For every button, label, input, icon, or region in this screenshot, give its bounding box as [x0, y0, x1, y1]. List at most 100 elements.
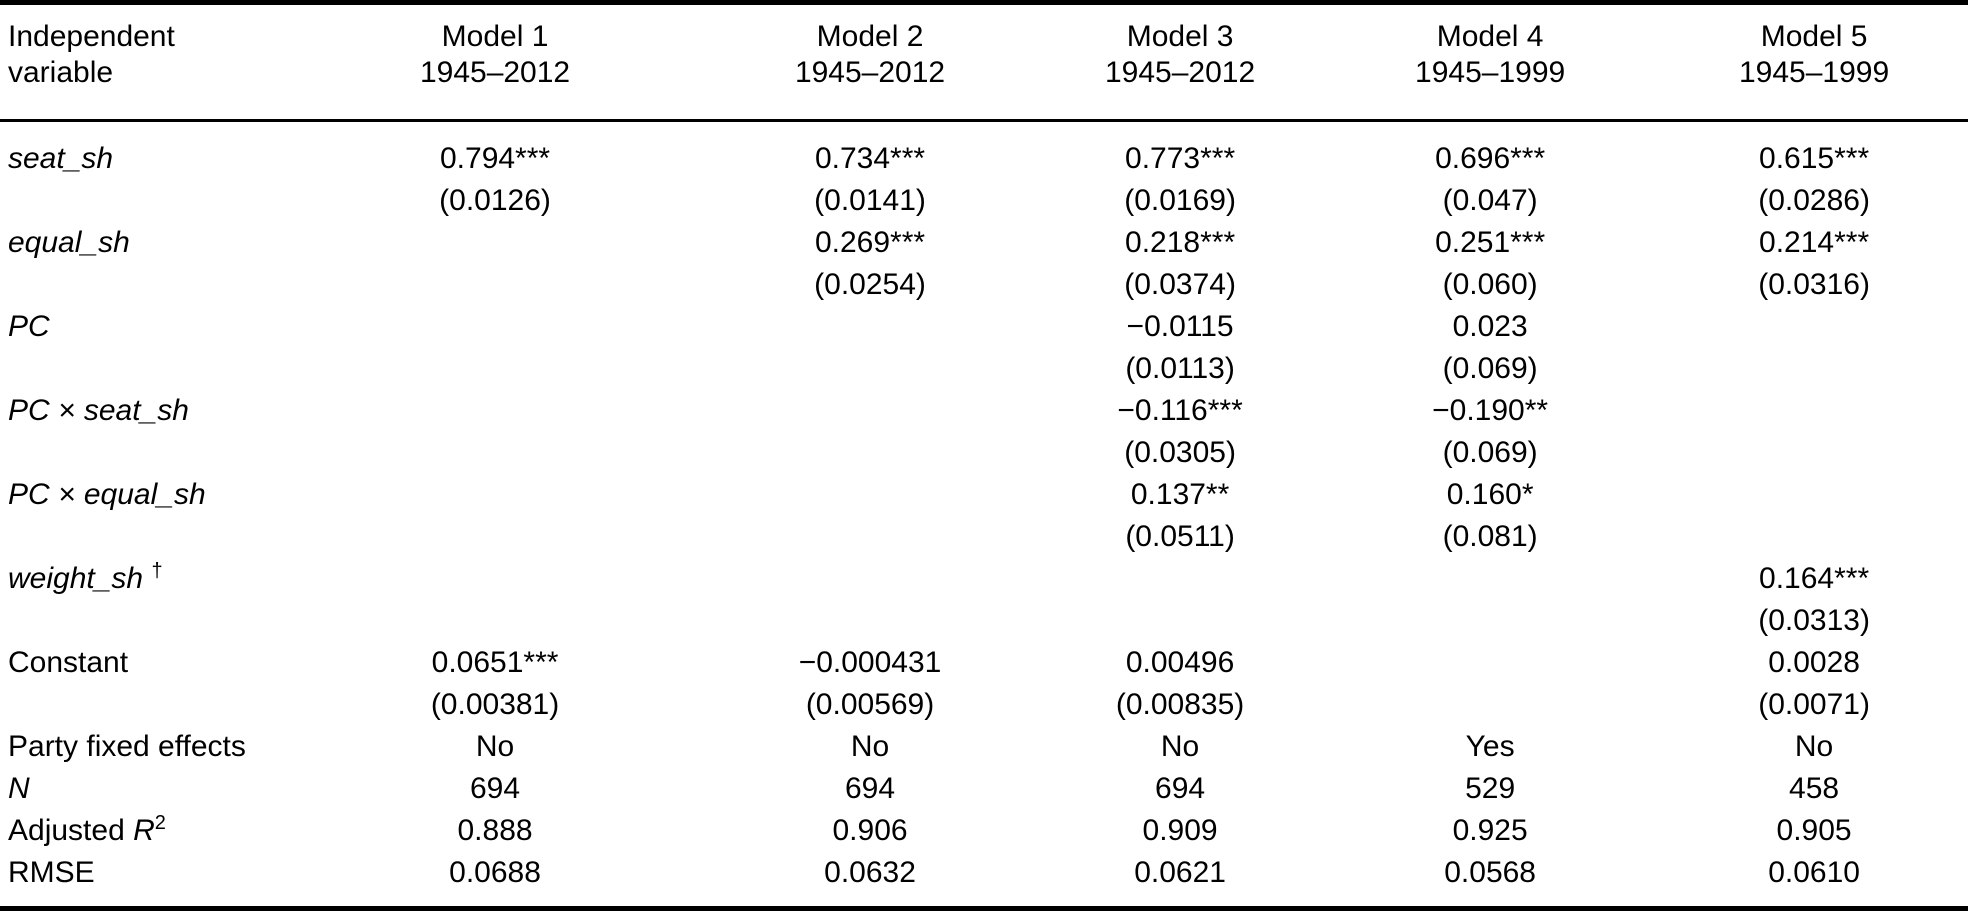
var-constant-coef-label: Constant — [0, 642, 290, 684]
var-weight-sh-se-model-3 — [1040, 600, 1320, 642]
var-equal-sh-coef-model-5: 0.214*** — [1759, 226, 1870, 259]
var-seat-sh-se-model-1: (0.0126) — [439, 184, 551, 217]
var-pc-equal-sh-se-model-1 — [290, 516, 700, 558]
var-pc-equal-sh-se: (0.0511) (0.081) — [0, 516, 1968, 558]
stat-rmse-label: RMSE — [0, 852, 290, 894]
var-pc-coef: PC −0.0115 0.023 — [0, 306, 1968, 348]
var-weight-sh-coef-label: weight_sh † — [0, 558, 290, 600]
model-name: Model 3 — [1126, 20, 1234, 53]
superscript: † — [151, 560, 163, 582]
model-years: 1945–1999 — [1738, 56, 1890, 89]
var-equal-sh-coef-model-4: 0.251*** — [1435, 226, 1546, 259]
var-equal-sh-se-model-3: (0.0374) — [1124, 268, 1236, 301]
var-weight-sh-coef-model-3 — [1040, 558, 1320, 600]
stat-party-fixed-effects-model-1: No — [475, 730, 515, 763]
var-pc-equal-sh-coef-model-4: 0.160* — [1446, 478, 1534, 511]
stat-adjusted-r2-model-1: 0.888 — [457, 814, 533, 847]
var-pc-equal-sh-coef: PC × equal_sh 0.137** 0.160* — [0, 474, 1968, 516]
var-constant-se: (0.00381) (0.00569) (0.00835) (0.0071) — [0, 684, 1968, 726]
var-seat-sh-coef-model-4: 0.696*** — [1435, 142, 1546, 175]
header-label-line2: variable — [8, 56, 114, 89]
stat-rmse-model-2: 0.0632 — [824, 856, 916, 889]
var-equal-sh-coef: equal_sh 0.269*** 0.218*** 0.251*** 0.214*** — [0, 222, 1968, 264]
var-pc-se-model-4: (0.069) — [1442, 352, 1538, 385]
var-constant-coef-model-2: −0.000431 — [798, 646, 942, 679]
var-weight-sh-coef-model-1 — [290, 558, 700, 600]
var-pc-se-model-2 — [700, 348, 1040, 390]
header-independent-variable: Independent variable — [0, 5, 291, 122]
var-equal-sh-se-model-2: (0.0254) — [814, 268, 926, 301]
model-name: Model 2 — [816, 20, 924, 53]
var-equal-sh-coef-model-1 — [290, 222, 700, 264]
var-pc-seat-sh-se: (0.0305) (0.069) — [0, 432, 1968, 474]
var-equal-sh-coef-model-3: 0.218*** — [1125, 226, 1236, 259]
var-pc-seat-sh-se-model-2 — [700, 432, 1040, 474]
var-constant-coef: Constant 0.0651*** −0.000431 0.00496 0.0028 — [0, 642, 1968, 684]
model-name: Model 5 — [1760, 20, 1868, 53]
stat-n-model-2: 694 — [845, 772, 896, 805]
var-weight-sh-se-model-5: (0.0313) — [1758, 604, 1870, 637]
var-pc-seat-sh-coef-model-5 — [1660, 390, 1968, 432]
model-name: Model 1 — [441, 20, 549, 53]
var-pc-seat-sh-se-label — [0, 432, 290, 474]
var-pc-seat-sh-coef-model-1 — [290, 390, 700, 432]
var-seat-sh-se-model-4: (0.047) — [1442, 184, 1538, 217]
stat-party-fixed-effects-model-2: No — [850, 730, 890, 763]
var-seat-sh-coef-model-1: 0.794*** — [439, 142, 551, 175]
var-pc-coef-label: PC — [0, 306, 290, 348]
var-pc-se-label — [0, 348, 290, 390]
var-constant-coef-model-1: 0.0651*** — [431, 646, 559, 679]
var-constant-se-model-5: (0.0071) — [1758, 688, 1870, 721]
stat-n-model-4: 529 — [1465, 772, 1516, 805]
var-pc-coef-model-2 — [700, 306, 1040, 348]
var-equal-sh-se: (0.0254) (0.0374) (0.060) (0.0316) — [0, 264, 1968, 306]
var-weight-sh-se: (0.0313) — [0, 600, 1968, 642]
label-text: N — [8, 772, 30, 805]
label-text: PC × equal_sh — [8, 478, 206, 511]
var-pc-coef-model-1 — [290, 306, 700, 348]
var-pc-equal-sh-coef-model-2 — [700, 474, 1040, 516]
stat-n-model-5: 458 — [1789, 772, 1840, 805]
stat-adjusted-r2-model-4: 0.925 — [1452, 814, 1528, 847]
var-constant-coef-model-5: 0.0028 — [1768, 646, 1860, 679]
var-pc-equal-sh-coef-model-1 — [290, 474, 700, 516]
var-pc-seat-sh-se-model-4: (0.069) — [1442, 436, 1538, 469]
var-weight-sh-se-label — [0, 600, 290, 642]
var-pc-se: (0.0113) (0.069) — [0, 348, 1968, 390]
var-weight-sh-se-model-2 — [700, 600, 1040, 642]
model-years: 1945–2012 — [1104, 56, 1256, 89]
stat-adjusted-r2-model-5: 0.905 — [1776, 814, 1852, 847]
var-weight-sh-se-model-4 — [1320, 600, 1660, 642]
stat-rmse: RMSE 0.0688 0.0632 0.0621 0.0568 0.0610 — [0, 852, 1968, 894]
var-seat-sh-se-model-2: (0.0141) — [814, 184, 926, 217]
header-label-line1: Independent — [8, 20, 175, 53]
stat-adjusted-r2: Adjusted R2 0.888 0.906 0.909 0.925 0.905 — [0, 810, 1968, 852]
var-seat-sh-coef-model-2: 0.734*** — [814, 142, 926, 175]
var-constant-se-model-2: (0.00569) — [805, 688, 935, 721]
stat-party-fixed-effects-model-4: Yes — [1465, 730, 1515, 763]
label-text: PC × seat_sh — [8, 394, 189, 427]
var-pc-se-model-5 — [1660, 348, 1968, 390]
stat-party-fixed-effects-label: Party fixed effects — [0, 726, 290, 768]
stat-n: N 694 694 694 529 458 — [0, 768, 1968, 810]
var-pc-seat-sh-se-model-1 — [290, 432, 700, 474]
var-pc-equal-sh-coef-model-5 — [1660, 474, 1968, 516]
column-header-model-5: Model 5 1945–1999 — [1660, 5, 1968, 122]
var-pc-equal-sh-coef-model-3: 0.137** — [1130, 478, 1230, 511]
var-equal-sh-se-model-4: (0.060) — [1442, 268, 1538, 301]
column-header-model-4: Model 4 1945–1999 — [1320, 5, 1661, 122]
var-pc-se-model-3: (0.0113) — [1125, 352, 1235, 385]
var-pc-se-model-1 — [290, 348, 700, 390]
var-pc-equal-sh-se-label — [0, 516, 290, 558]
var-pc-seat-sh-coef-model-2 — [700, 390, 1040, 432]
stat-party-fixed-effects-model-5: No — [1794, 730, 1834, 763]
model-name: Model 4 — [1436, 20, 1544, 53]
stat-adjusted-r2-model-2: 0.906 — [832, 814, 908, 847]
label-text: R — [133, 814, 155, 847]
label-text: weight_sh — [8, 562, 144, 595]
stat-n-model-1: 694 — [470, 772, 521, 805]
var-seat-sh-se-model-5: (0.0286) — [1758, 184, 1870, 217]
var-seat-sh-coef-model-3: 0.773*** — [1125, 142, 1236, 175]
label-text: equal_sh — [8, 226, 130, 259]
